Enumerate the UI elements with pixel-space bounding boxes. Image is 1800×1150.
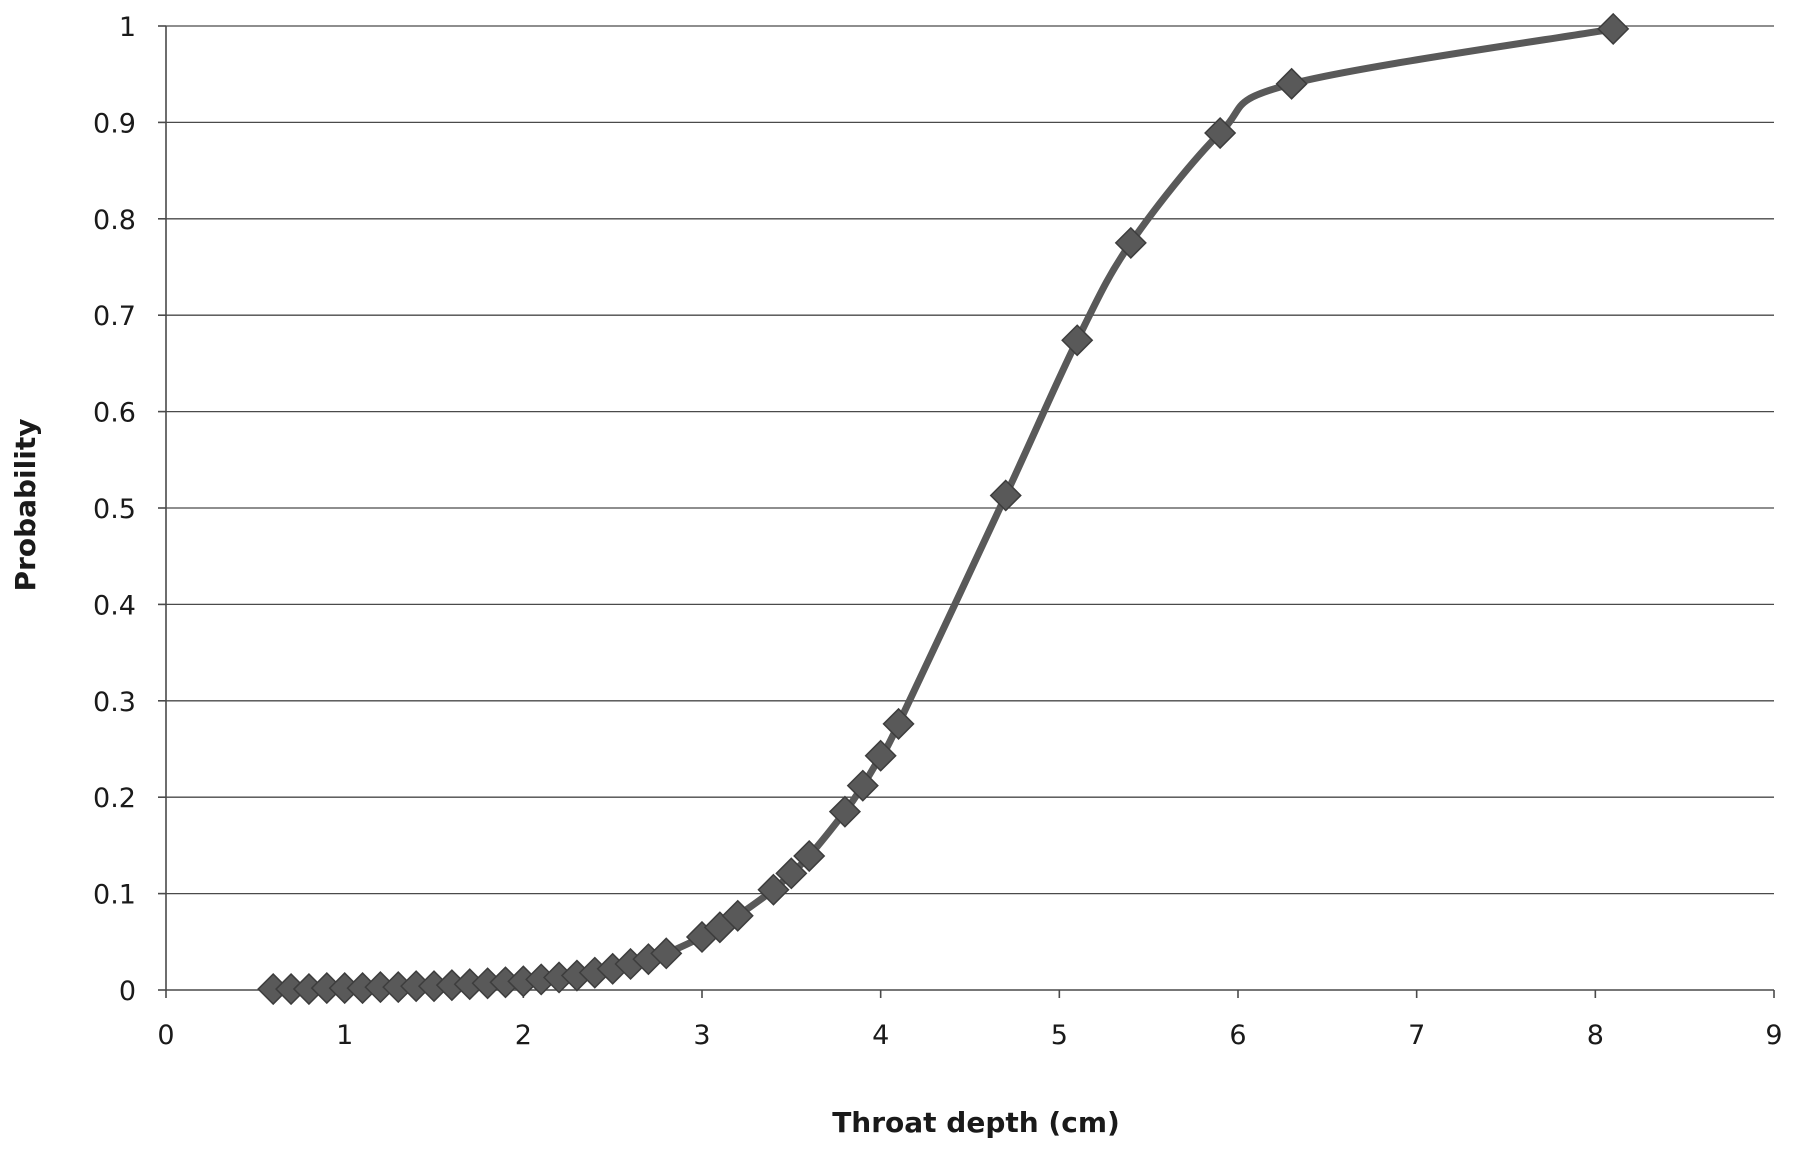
y-axis-title: Probability <box>9 419 42 592</box>
x-tick-label-5: 5 <box>1051 1020 1068 1051</box>
axes <box>158 25 1775 998</box>
y-tick-label-1: 0.1 <box>93 880 136 911</box>
data-point-38 <box>1597 12 1630 45</box>
y-tick-label-10: 1 <box>119 12 136 43</box>
series-line-0 <box>269 25 1617 993</box>
tick-labels: 0 0.1 0.2 0.3 0.4 0.5 0.6 0.7 0.8 0.9 1 0 1 2 3 4 5 6 7 8 9 <box>93 12 1783 1051</box>
y-tick-label-2: 0.2 <box>93 783 136 814</box>
data-point-36 <box>1204 116 1237 150</box>
y-tick-label-8: 0.8 <box>93 205 136 236</box>
data-point-31 <box>864 739 897 772</box>
x-tick-label-0: 0 <box>157 1020 174 1051</box>
data-point-33 <box>989 479 1022 512</box>
x-tick-label-2: 2 <box>515 1020 532 1051</box>
x-tick-label-6: 6 <box>1229 1020 1246 1051</box>
y-tick-label-4: 0.4 <box>93 590 136 621</box>
y-tick-label-6: 0.6 <box>93 398 136 429</box>
x-tick-label-9: 9 <box>1765 1020 1782 1051</box>
data-point-28 <box>793 839 826 873</box>
x-tick-label-7: 7 <box>1408 1020 1425 1051</box>
data-point-37 <box>1275 67 1308 100</box>
gridlines <box>166 25 1774 895</box>
y-tick-label-0: 0 <box>119 976 136 1007</box>
data-point-30 <box>846 769 879 802</box>
y-tick-label-3: 0.3 <box>93 687 136 718</box>
y-tick-label-5: 0.5 <box>93 494 136 525</box>
data-point-27 <box>775 857 808 890</box>
x-tick-label-4: 4 <box>872 1020 889 1051</box>
x-tick-label-1: 1 <box>336 1020 353 1051</box>
data-point-26 <box>757 873 790 906</box>
data-point-25 <box>721 899 754 932</box>
x-tick-label-8: 8 <box>1587 1020 1604 1051</box>
y-tick-label-9: 0.9 <box>93 108 136 139</box>
data-point-34 <box>1061 324 1094 357</box>
y-tick-label-7: 0.7 <box>93 301 136 332</box>
data-point-32 <box>882 707 915 740</box>
x-tick-label-3: 3 <box>693 1020 710 1051</box>
x-axis-title: Throat depth (cm) <box>832 1106 1120 1139</box>
data-point-35 <box>1114 226 1147 259</box>
data-series <box>269 25 1617 993</box>
data-point-22 <box>650 937 683 970</box>
data-markers <box>257 12 1630 1006</box>
data-point-29 <box>828 795 861 828</box>
